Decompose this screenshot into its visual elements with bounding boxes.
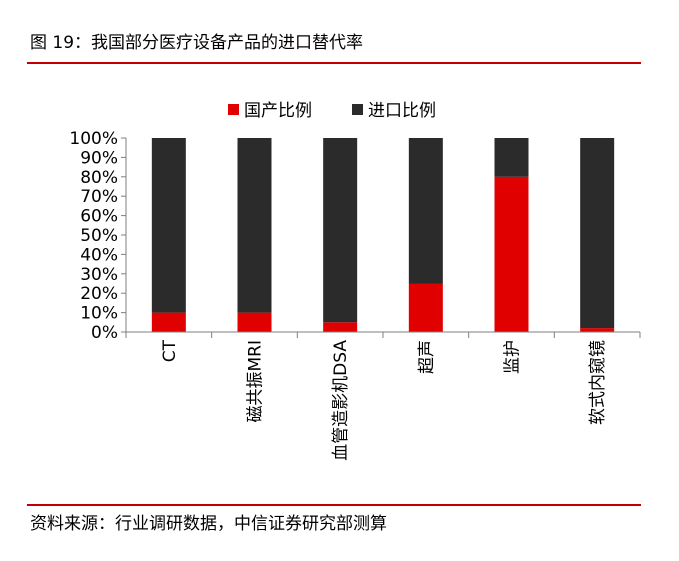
bottom-divider bbox=[27, 504, 641, 506]
y-tick-label: 90% bbox=[80, 148, 118, 168]
bar-domestic-4 bbox=[494, 176, 529, 332]
y-tick-label: 70% bbox=[80, 187, 118, 207]
y-tick-label: 30% bbox=[80, 265, 118, 285]
y-tick-label: 60% bbox=[80, 207, 118, 227]
bar-import-5 bbox=[580, 138, 615, 329]
y-tick-label: 10% bbox=[80, 304, 118, 324]
bar-domestic-3 bbox=[408, 283, 443, 332]
y-tick-label: 0% bbox=[91, 323, 118, 343]
x-tick-label: 磁共振MRI bbox=[246, 340, 266, 423]
legend-label-0: 国产比例 bbox=[244, 101, 312, 121]
chart-legend: 国产比例 进口比例 bbox=[228, 101, 436, 121]
x-tick-label: 软式内窥镜 bbox=[588, 340, 608, 425]
legend-label-1: 进口比例 bbox=[368, 101, 436, 121]
x-tick-label: 血管造影机DSA bbox=[331, 340, 351, 461]
figure-title: 图 19：我国部分医疗设备产品的进口替代率 bbox=[30, 33, 364, 53]
bar-domestic-0 bbox=[151, 312, 186, 332]
bars-group bbox=[151, 138, 615, 332]
x-tick-label: 超声 bbox=[417, 340, 437, 374]
top-divider bbox=[27, 62, 641, 64]
y-tick-label: 20% bbox=[80, 284, 118, 304]
bar-import-3 bbox=[408, 138, 443, 284]
bar-import-0 bbox=[151, 138, 186, 313]
bar-domestic-5 bbox=[580, 328, 615, 332]
legend-swatch-1 bbox=[352, 104, 363, 115]
y-tick-label: 50% bbox=[80, 226, 118, 246]
x-tick-label: CT bbox=[160, 339, 180, 362]
legend-swatch-0 bbox=[228, 104, 239, 115]
x-axis: CT 磁共振MRI 血管造影机DSA 超声 监护 软式内窥镜 bbox=[125, 331, 641, 461]
y-tick-label: 100% bbox=[69, 129, 118, 149]
stacked-bar-chart: 国产比例 进口比例 0%10%20%30%40%50%60%70%80%90%10… bbox=[69, 101, 641, 461]
bar-domestic-2 bbox=[323, 322, 358, 332]
y-axis: 0%10%20%30%40%50%60%70%80%90%100% bbox=[69, 129, 127, 343]
bar-import-4 bbox=[494, 138, 529, 177]
source-note: 资料来源：行业调研数据，中信证券研究部测算 bbox=[30, 514, 387, 534]
y-tick-label: 80% bbox=[80, 168, 118, 188]
y-tick-label: 40% bbox=[80, 245, 118, 265]
bar-domestic-1 bbox=[237, 312, 272, 332]
x-tick-label: 监护 bbox=[503, 340, 523, 374]
bar-import-2 bbox=[323, 138, 358, 323]
bar-import-1 bbox=[237, 138, 272, 313]
